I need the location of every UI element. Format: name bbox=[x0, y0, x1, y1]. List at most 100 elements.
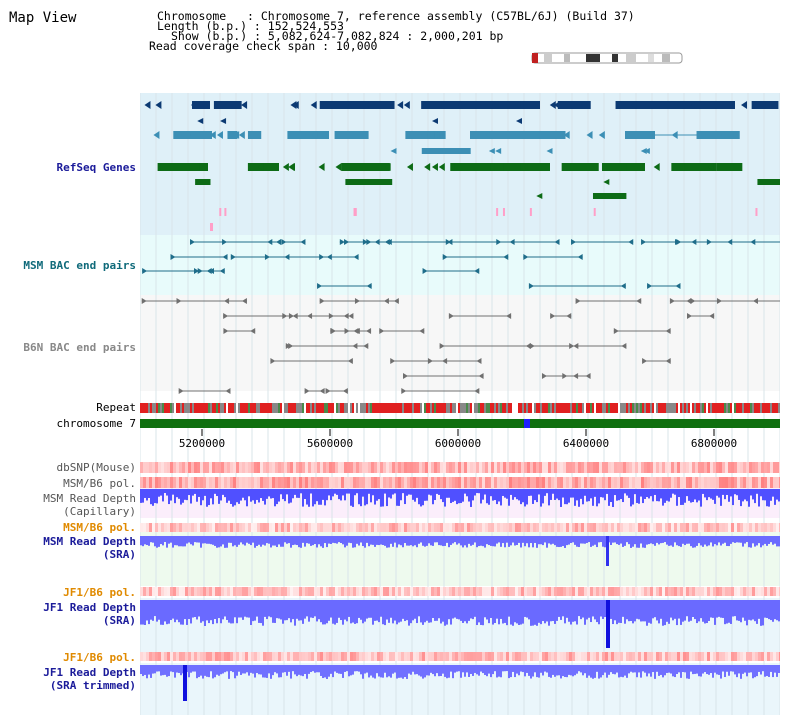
gene-row bbox=[157, 163, 743, 171]
bac-end-marker bbox=[706, 239, 712, 245]
track-label-msm-bac[interactable]: MSM BAC end pairs bbox=[23, 259, 136, 272]
jf1-b6-pol-heatmap bbox=[140, 587, 780, 596]
bac-end-marker bbox=[448, 313, 454, 319]
gene-block bbox=[625, 163, 645, 171]
axis-tick-label: 6000000 bbox=[434, 437, 482, 450]
gene-arrow bbox=[431, 163, 438, 171]
gene-arrow bbox=[488, 148, 495, 154]
gene-arrow bbox=[523, 163, 530, 171]
bac-end-marker bbox=[342, 388, 348, 394]
bac-end-marker bbox=[270, 358, 276, 364]
gene-exon-block bbox=[319, 101, 370, 109]
bac-end-marker bbox=[366, 328, 372, 334]
gene-arrow bbox=[311, 131, 318, 139]
gene-exon-block bbox=[160, 163, 200, 171]
gene-exon-block bbox=[615, 101, 637, 109]
bac-pair-row bbox=[178, 388, 325, 394]
gene-exon-block bbox=[684, 163, 717, 171]
gene-exon-block bbox=[601, 163, 627, 171]
track-label-msm-depth-sra-sub[interactable]: (SRA) bbox=[102, 548, 136, 561]
gene-arrow bbox=[554, 101, 561, 109]
track-label-b6n-bac[interactable]: B6N BAC end pairs bbox=[23, 341, 136, 354]
axis-tick-label: 5200000 bbox=[178, 437, 226, 450]
bac-pair-row bbox=[142, 268, 480, 274]
msm-capillary-depth-bars bbox=[140, 489, 780, 507]
bac-pair-row bbox=[141, 298, 780, 304]
bac-end-marker bbox=[529, 343, 535, 349]
gene-arrow bbox=[707, 131, 714, 139]
bac-pair-row bbox=[403, 373, 591, 379]
bac-end-marker bbox=[319, 388, 325, 394]
track-label-jf1-depth-sra-sub[interactable]: (SRA) bbox=[102, 614, 136, 627]
bac-end-marker bbox=[386, 239, 392, 245]
bac-end-marker bbox=[379, 328, 385, 334]
gene-exon-block bbox=[345, 179, 393, 185]
gene-exon-block bbox=[193, 131, 211, 139]
bac-end-marker bbox=[222, 254, 228, 260]
bac-end-marker bbox=[326, 254, 332, 260]
chromosome-ideogram[interactable] bbox=[528, 52, 684, 64]
track-label-msm-depth-sra[interactable]: MSM Read Depth bbox=[43, 535, 136, 548]
bac-end-marker bbox=[317, 283, 323, 289]
bac-end-marker bbox=[170, 254, 176, 260]
bac-end-marker bbox=[401, 388, 407, 394]
gene-block bbox=[625, 131, 655, 139]
track-label-msm-b6-pol-1: MSM/B6 pol. bbox=[63, 477, 136, 490]
gene-arrow bbox=[438, 163, 445, 171]
gene-exon-block bbox=[368, 101, 395, 109]
bac-end-marker bbox=[353, 254, 359, 260]
track-label-jf1-depth-trim[interactable]: JF1 Read Depth bbox=[43, 666, 136, 679]
gene-fragment bbox=[354, 208, 357, 216]
bac-end-marker bbox=[300, 239, 306, 245]
gene-arrow bbox=[241, 101, 248, 109]
gene-block bbox=[470, 131, 555, 139]
track-label-jf1-depth-trim-sub[interactable]: (SRA trimmed) bbox=[49, 679, 136, 692]
track-label-msm-b6-pol-2[interactable]: MSM/B6 pol. bbox=[63, 521, 136, 534]
bac-pair-row bbox=[189, 239, 780, 245]
gene-fragment bbox=[224, 208, 227, 216]
gene-fragment bbox=[219, 208, 222, 216]
bac-end-marker bbox=[403, 373, 409, 379]
bac-end-marker bbox=[642, 358, 648, 364]
bac-end-marker bbox=[352, 343, 358, 349]
gene-exon-block bbox=[592, 193, 627, 199]
bac-end-marker bbox=[223, 328, 229, 334]
bac-end-marker bbox=[142, 268, 148, 274]
track-label-jf1-b6-pol-2[interactable]: JF1/B6 pol. bbox=[63, 651, 136, 664]
bac-end-marker bbox=[620, 283, 626, 289]
bac-end-marker bbox=[621, 343, 627, 349]
track-label-jf1-depth-sra[interactable]: JF1 Read Depth bbox=[43, 601, 136, 614]
bac-end-marker bbox=[571, 239, 577, 245]
gene-exon-block bbox=[539, 131, 566, 139]
gene-arrow bbox=[578, 101, 585, 109]
bac-end-marker bbox=[330, 328, 336, 334]
track-canvas[interactable] bbox=[140, 93, 780, 715]
gene-exon-block bbox=[213, 101, 242, 109]
jf1-sra-depth-bars bbox=[140, 600, 780, 626]
gene-arrow bbox=[190, 101, 197, 109]
msm-sra-depth-bars bbox=[140, 536, 780, 548]
bac-end-marker bbox=[347, 358, 353, 364]
bac-end-marker bbox=[339, 239, 345, 245]
bac-end-marker bbox=[230, 254, 236, 260]
bac-end-marker bbox=[319, 298, 325, 304]
gene-arrow bbox=[457, 101, 464, 109]
bac-end-marker bbox=[276, 239, 282, 245]
bac-end-marker bbox=[442, 254, 448, 260]
gene-exon-block bbox=[421, 148, 471, 154]
gene-arrow bbox=[209, 131, 216, 139]
track-label-jf1-b6-pol-1[interactable]: JF1/B6 pol. bbox=[63, 586, 136, 599]
bac-end-marker bbox=[288, 343, 294, 349]
bac-end-marker bbox=[577, 254, 583, 260]
gene-arrow bbox=[424, 163, 431, 171]
gene-row bbox=[536, 193, 627, 199]
depth-spike bbox=[606, 600, 610, 648]
bac-end-marker bbox=[264, 254, 270, 260]
track-label-refseq[interactable]: RefSeq Genes bbox=[56, 161, 136, 174]
bac-end-marker bbox=[550, 313, 556, 319]
gene-exon-block bbox=[227, 131, 238, 139]
page-title: Map View bbox=[9, 10, 77, 26]
gene-exon-block bbox=[247, 131, 262, 139]
gene-arrow bbox=[549, 101, 556, 109]
gene-exon-block bbox=[671, 163, 696, 171]
